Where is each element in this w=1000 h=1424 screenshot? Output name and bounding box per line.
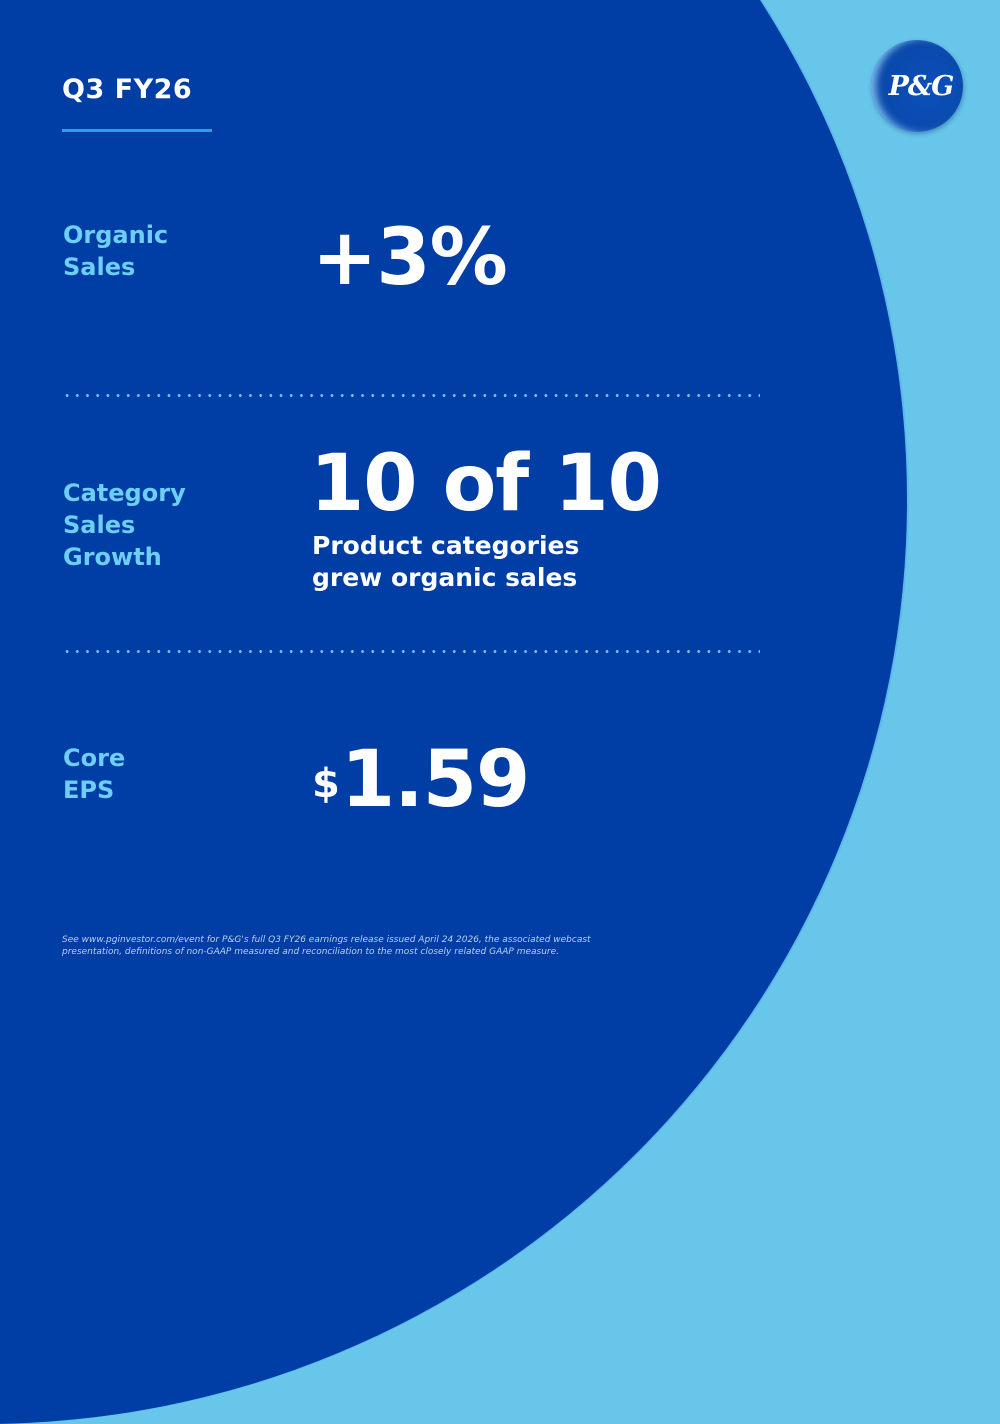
- metric-subtext-category-growth: Product categories grew organic sales: [312, 530, 579, 594]
- label-line: EPS: [63, 776, 115, 804]
- footnote-line: presentation, definitions of non-GAAP me…: [62, 946, 560, 957]
- title-underline: [62, 129, 212, 132]
- footnote-line: See www.pginvestor.com/event for P&G's f…: [62, 935, 591, 945]
- metric-value-category-growth: 10 of 10: [310, 439, 662, 529]
- metric-label-category-growth: Category Sales Growth: [63, 477, 186, 573]
- pg-logo-icon: P&G: [871, 40, 963, 132]
- label-line: Growth: [63, 543, 162, 571]
- subtext-line: Product categories: [312, 531, 580, 560]
- footnote: See www.pginvestor.com/event for P&G's f…: [62, 935, 702, 958]
- label-line: Sales: [63, 253, 136, 281]
- metric-label-core-eps: Core EPS: [63, 742, 125, 806]
- dotted-divider: [62, 394, 760, 397]
- label-line: Sales: [63, 511, 136, 539]
- metric-label-organic-sales: Organic Sales: [63, 219, 168, 283]
- page-title: Q3 FY26: [62, 74, 193, 105]
- metric-value-organic-sales: +3%: [312, 213, 508, 303]
- label-line: Organic: [63, 221, 169, 249]
- subtext-line: grew organic sales: [312, 563, 578, 592]
- currency-symbol: $: [312, 761, 340, 807]
- label-line: Category: [63, 479, 186, 507]
- logo-text: P&G: [888, 70, 955, 102]
- dotted-divider: [62, 650, 760, 653]
- metric-value-core-eps: $1.59: [312, 740, 530, 820]
- label-line: Core: [63, 744, 126, 772]
- eps-amount: 1.59: [340, 735, 530, 825]
